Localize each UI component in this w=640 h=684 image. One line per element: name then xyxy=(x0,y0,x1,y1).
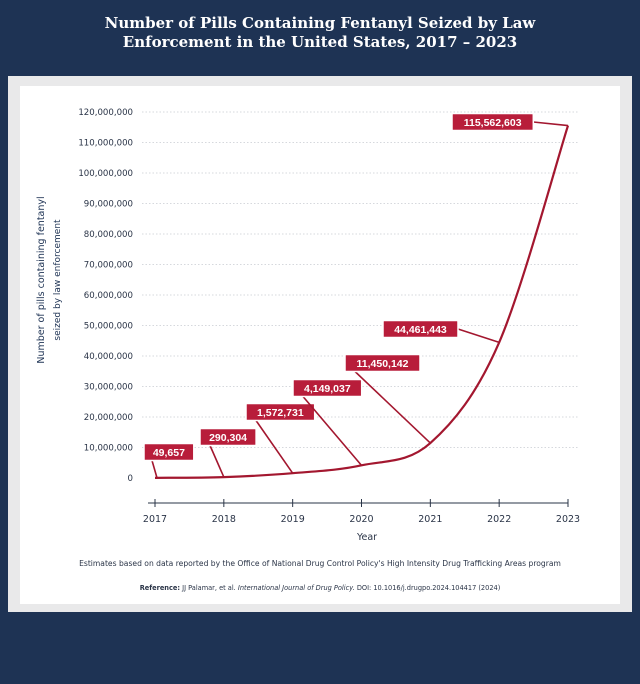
x-tick-label: 2018 xyxy=(212,514,236,525)
y-tick-label: 100,000,000 xyxy=(78,169,133,179)
source-note: Estimates based on data reported by the … xyxy=(79,559,561,568)
y-tick-label: 20,000,000 xyxy=(84,413,133,423)
data-label-box xyxy=(344,353,421,373)
y-axis-title-line-1: Number of pills containing fentanyl xyxy=(36,196,47,363)
x-tick-label: 2022 xyxy=(487,514,511,525)
y-tick-label: 50,000,000 xyxy=(84,322,133,332)
data-label: 115,562,603 xyxy=(451,112,569,132)
data-label-box xyxy=(245,402,316,422)
footer-band xyxy=(0,612,640,684)
data-label-box xyxy=(143,442,195,462)
data-label-box xyxy=(292,378,363,398)
series-line xyxy=(154,125,570,479)
series-layer xyxy=(154,125,570,479)
reference-label: Reference: xyxy=(139,584,181,592)
reference-note: Reference: JJ Palamar, et al. Internatio… xyxy=(20,584,620,592)
y-tick-label: 10,000,000 xyxy=(84,444,133,454)
data-label: 44,461,443 xyxy=(382,319,500,344)
data-label-text: 49,657 xyxy=(153,447,185,459)
data-label-leader xyxy=(151,460,158,479)
x-tick-label: 2019 xyxy=(281,514,305,525)
data-label-leader xyxy=(457,328,500,344)
x-axis-title: Year xyxy=(356,532,377,543)
data-label-box xyxy=(199,427,257,447)
y-tick-label: 110,000,000 xyxy=(78,139,133,149)
reference-authors: JJ Palamar, et al. xyxy=(182,584,236,592)
data-label-leader xyxy=(209,445,225,478)
chart-card xyxy=(20,86,620,604)
x-tick-label: 2023 xyxy=(556,514,580,525)
data-label-text: 11,450,142 xyxy=(357,358,409,370)
data-label-text: 115,562,603 xyxy=(464,117,522,129)
y-tick-label: 90,000,000 xyxy=(84,200,133,210)
axes: 0 10,000,000 20,000,000 30,000,000 40,000,00… xyxy=(78,108,580,525)
data-label: 49,657 xyxy=(143,442,195,479)
y-tick-label: 70,000,000 xyxy=(84,261,133,271)
data-label: 1,572,731 xyxy=(245,402,316,474)
data-label-leader xyxy=(255,420,294,474)
y-tick-label: 120,000,000 xyxy=(78,108,133,118)
data-label: 11,450,142 xyxy=(344,353,431,444)
data-label: 290,304 xyxy=(199,427,257,478)
x-tick-label: 2021 xyxy=(418,514,442,525)
data-label-text: 290,304 xyxy=(209,432,247,444)
chart-title-line-1: Number of Pills Containing Fentanyl Seiz… xyxy=(104,14,536,32)
y-tick-label: 60,000,000 xyxy=(84,291,133,301)
chart-title: Number of Pills Containing Fentanyl Seiz… xyxy=(0,14,640,52)
chart-title-line-2: Enforcement in the United States, 2017 –… xyxy=(122,33,518,51)
data-label-box xyxy=(382,319,459,339)
x-tick-label: 2017 xyxy=(143,514,167,525)
reference-journal: International Journal of Drug Policy. xyxy=(237,584,355,592)
data-label-leader xyxy=(302,395,363,466)
y-tick-label: 80,000,000 xyxy=(84,230,133,240)
data-label-text: 1,572,731 xyxy=(257,407,304,419)
y-axis-title-line-2: seized by law enforcement xyxy=(53,219,63,341)
data-label-leader xyxy=(354,370,431,444)
y-tick-label: 0 xyxy=(128,474,133,484)
data-label-text: 44,461,443 xyxy=(394,324,447,336)
data-label-box xyxy=(451,112,535,132)
reference-doi: DOI: 10.1016/j.drugpo.2024.104417 (2024) xyxy=(356,584,501,592)
data-label: 4,149,037 xyxy=(292,378,363,466)
header-band: Number of Pills Containing Fentanyl Seiz… xyxy=(0,0,640,76)
data-label-text: 4,149,037 xyxy=(304,383,351,395)
y-tick-label: 40,000,000 xyxy=(84,352,133,362)
x-tick-label: 2020 xyxy=(349,514,373,525)
data-label-leader xyxy=(533,121,569,127)
y-tick-label: 30,000,000 xyxy=(84,383,133,393)
